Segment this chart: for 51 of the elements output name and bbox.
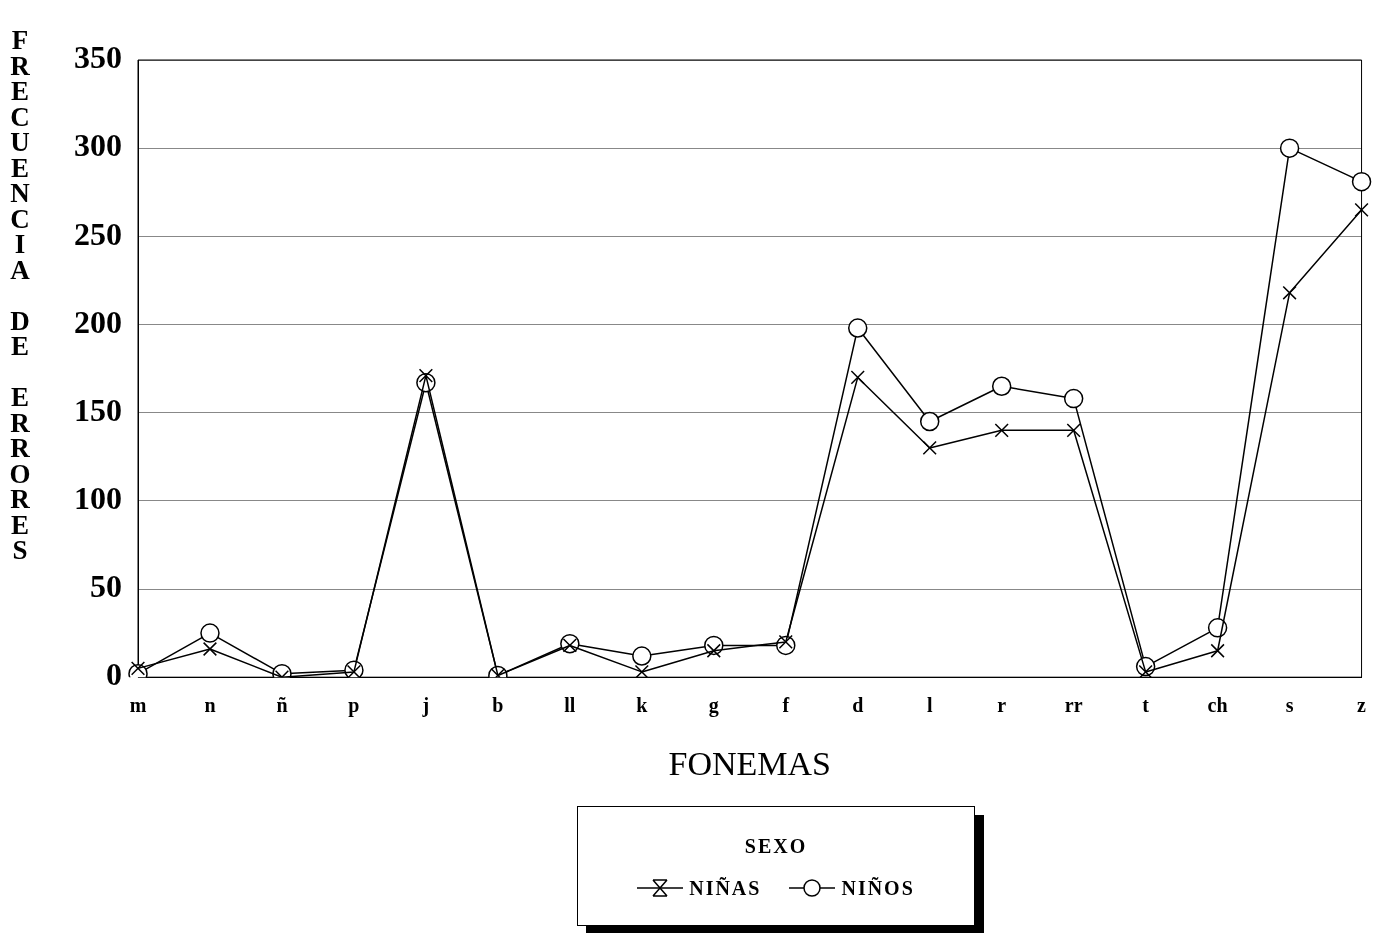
x-tick-label: p [348,694,360,718]
x-tick-label: g [708,694,719,718]
point [418,368,434,383]
y-tick-label: 300 [74,127,122,164]
point [1063,388,1084,409]
x-axis-title: FONEMAS [668,744,832,782]
point [1210,643,1225,658]
x-tick-label: ll [564,694,576,717]
text: FRECUENCIA DE ERRORES [9,25,31,565]
point [1207,618,1228,638]
x-tick-label: s [1285,694,1294,717]
y-tick-label: 100 [74,480,122,517]
point [1279,138,1300,158]
point [847,318,868,338]
legend-title: SEXO [743,835,809,858]
point [346,664,362,678]
x-tick-label: ch [1207,694,1228,717]
x-tick-label: f [782,694,790,717]
x-tick-label: rr [1064,694,1083,717]
point [922,440,937,456]
x-tick-label: k [636,694,649,717]
y-tick-label: 150 [74,391,122,428]
point [632,646,652,666]
point [202,641,218,657]
legend-label: NIÑOS [841,876,915,900]
y-tick-label: 350 [74,39,122,76]
point [1354,202,1369,218]
x-tick-label: b [492,694,504,717]
x-tick-label: j [421,694,430,718]
x-tick-label: z [1357,694,1367,717]
point [1351,171,1372,192]
x-tick-label: n [204,694,216,717]
legend-label: NIÑAS [689,876,762,900]
point [1282,285,1297,300]
y-tick-label: 0 [106,656,122,693]
x-tick-label: d [852,694,864,717]
x-tick-label: r [997,694,1007,717]
y-tick-label: 250 [74,215,122,252]
point [200,623,220,643]
point [991,376,1012,396]
x-tick-label: t [1142,694,1150,717]
y-tick-label: 200 [74,303,122,340]
x-tick-label: m [129,694,147,717]
x-tick-label: l [926,694,933,717]
y-tick-label: 50 [90,568,122,605]
x-tick-label: ñ [276,694,288,717]
point [994,423,1009,438]
point [1066,423,1081,438]
point [919,411,940,432]
point [634,664,649,678]
point [850,370,865,385]
